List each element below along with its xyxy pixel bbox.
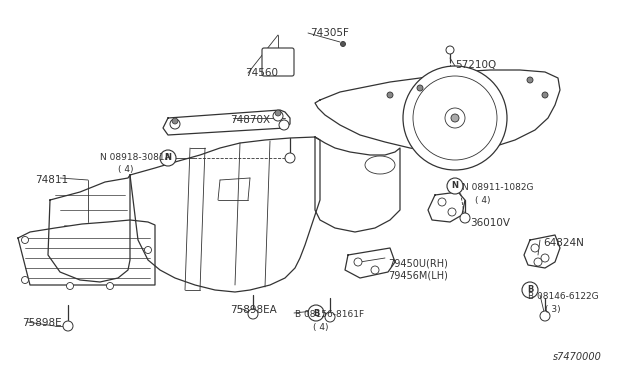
Polygon shape bbox=[524, 235, 560, 268]
Circle shape bbox=[270, 54, 286, 70]
Circle shape bbox=[387, 92, 393, 98]
Circle shape bbox=[308, 305, 324, 321]
Circle shape bbox=[531, 244, 539, 252]
Circle shape bbox=[354, 258, 362, 266]
Circle shape bbox=[438, 198, 446, 206]
Circle shape bbox=[417, 85, 423, 91]
Circle shape bbox=[403, 66, 507, 170]
Circle shape bbox=[541, 254, 549, 262]
FancyBboxPatch shape bbox=[262, 48, 294, 76]
Circle shape bbox=[527, 77, 533, 83]
Circle shape bbox=[266, 52, 274, 60]
Circle shape bbox=[22, 237, 29, 244]
Circle shape bbox=[106, 282, 113, 289]
Text: ( 4): ( 4) bbox=[313, 323, 328, 332]
Circle shape bbox=[542, 92, 548, 98]
Polygon shape bbox=[130, 137, 320, 292]
Circle shape bbox=[451, 114, 459, 122]
Circle shape bbox=[534, 258, 542, 266]
Polygon shape bbox=[345, 248, 395, 278]
Circle shape bbox=[145, 247, 152, 253]
Circle shape bbox=[285, 153, 295, 163]
Text: 74811: 74811 bbox=[35, 175, 68, 185]
Circle shape bbox=[172, 118, 178, 124]
Circle shape bbox=[275, 110, 281, 116]
Polygon shape bbox=[163, 110, 290, 135]
Circle shape bbox=[22, 276, 29, 283]
Ellipse shape bbox=[365, 156, 395, 174]
Circle shape bbox=[371, 266, 379, 274]
Circle shape bbox=[413, 76, 497, 160]
Circle shape bbox=[282, 64, 290, 72]
Polygon shape bbox=[18, 220, 155, 285]
Text: 79456M(LH): 79456M(LH) bbox=[388, 270, 448, 280]
Text: B: B bbox=[527, 285, 533, 295]
Text: 79450U(RH): 79450U(RH) bbox=[388, 258, 448, 268]
Circle shape bbox=[282, 52, 290, 60]
Text: 57210Q: 57210Q bbox=[455, 60, 496, 70]
Circle shape bbox=[279, 120, 289, 130]
Circle shape bbox=[446, 46, 454, 54]
Polygon shape bbox=[315, 70, 560, 152]
Text: 75898EA: 75898EA bbox=[230, 305, 276, 315]
Circle shape bbox=[522, 282, 538, 298]
Text: 74560: 74560 bbox=[245, 68, 278, 78]
Circle shape bbox=[248, 309, 258, 319]
Circle shape bbox=[266, 64, 274, 72]
Text: N 08911-1082G: N 08911-1082G bbox=[462, 183, 534, 192]
Circle shape bbox=[448, 208, 456, 216]
Text: B 08156-8161F: B 08156-8161F bbox=[295, 310, 364, 319]
Circle shape bbox=[445, 108, 465, 128]
Polygon shape bbox=[428, 192, 465, 222]
Text: B: B bbox=[313, 308, 319, 317]
Text: B 08146-6122G: B 08146-6122G bbox=[528, 292, 598, 301]
Circle shape bbox=[170, 119, 180, 129]
Polygon shape bbox=[48, 175, 130, 282]
Text: ( 3): ( 3) bbox=[545, 305, 561, 314]
Circle shape bbox=[460, 213, 470, 223]
Text: ( 4): ( 4) bbox=[118, 165, 134, 174]
Circle shape bbox=[447, 178, 463, 194]
Circle shape bbox=[273, 111, 283, 121]
Polygon shape bbox=[315, 137, 400, 232]
Circle shape bbox=[67, 282, 74, 289]
Circle shape bbox=[63, 321, 73, 331]
Circle shape bbox=[325, 312, 335, 322]
Circle shape bbox=[540, 311, 550, 321]
Text: N: N bbox=[451, 182, 458, 190]
Circle shape bbox=[160, 150, 176, 166]
Text: 36010V: 36010V bbox=[470, 218, 510, 228]
Text: 75898E: 75898E bbox=[22, 318, 61, 328]
Circle shape bbox=[340, 42, 346, 46]
Text: N 08918-3081A: N 08918-3081A bbox=[100, 153, 171, 162]
Text: 74870X: 74870X bbox=[230, 115, 270, 125]
Text: ( 4): ( 4) bbox=[475, 196, 490, 205]
Text: s7470000: s7470000 bbox=[553, 352, 602, 362]
Text: N: N bbox=[164, 154, 172, 163]
Text: 64824N: 64824N bbox=[543, 238, 584, 248]
Circle shape bbox=[273, 57, 283, 67]
Text: 74305F: 74305F bbox=[310, 28, 349, 38]
